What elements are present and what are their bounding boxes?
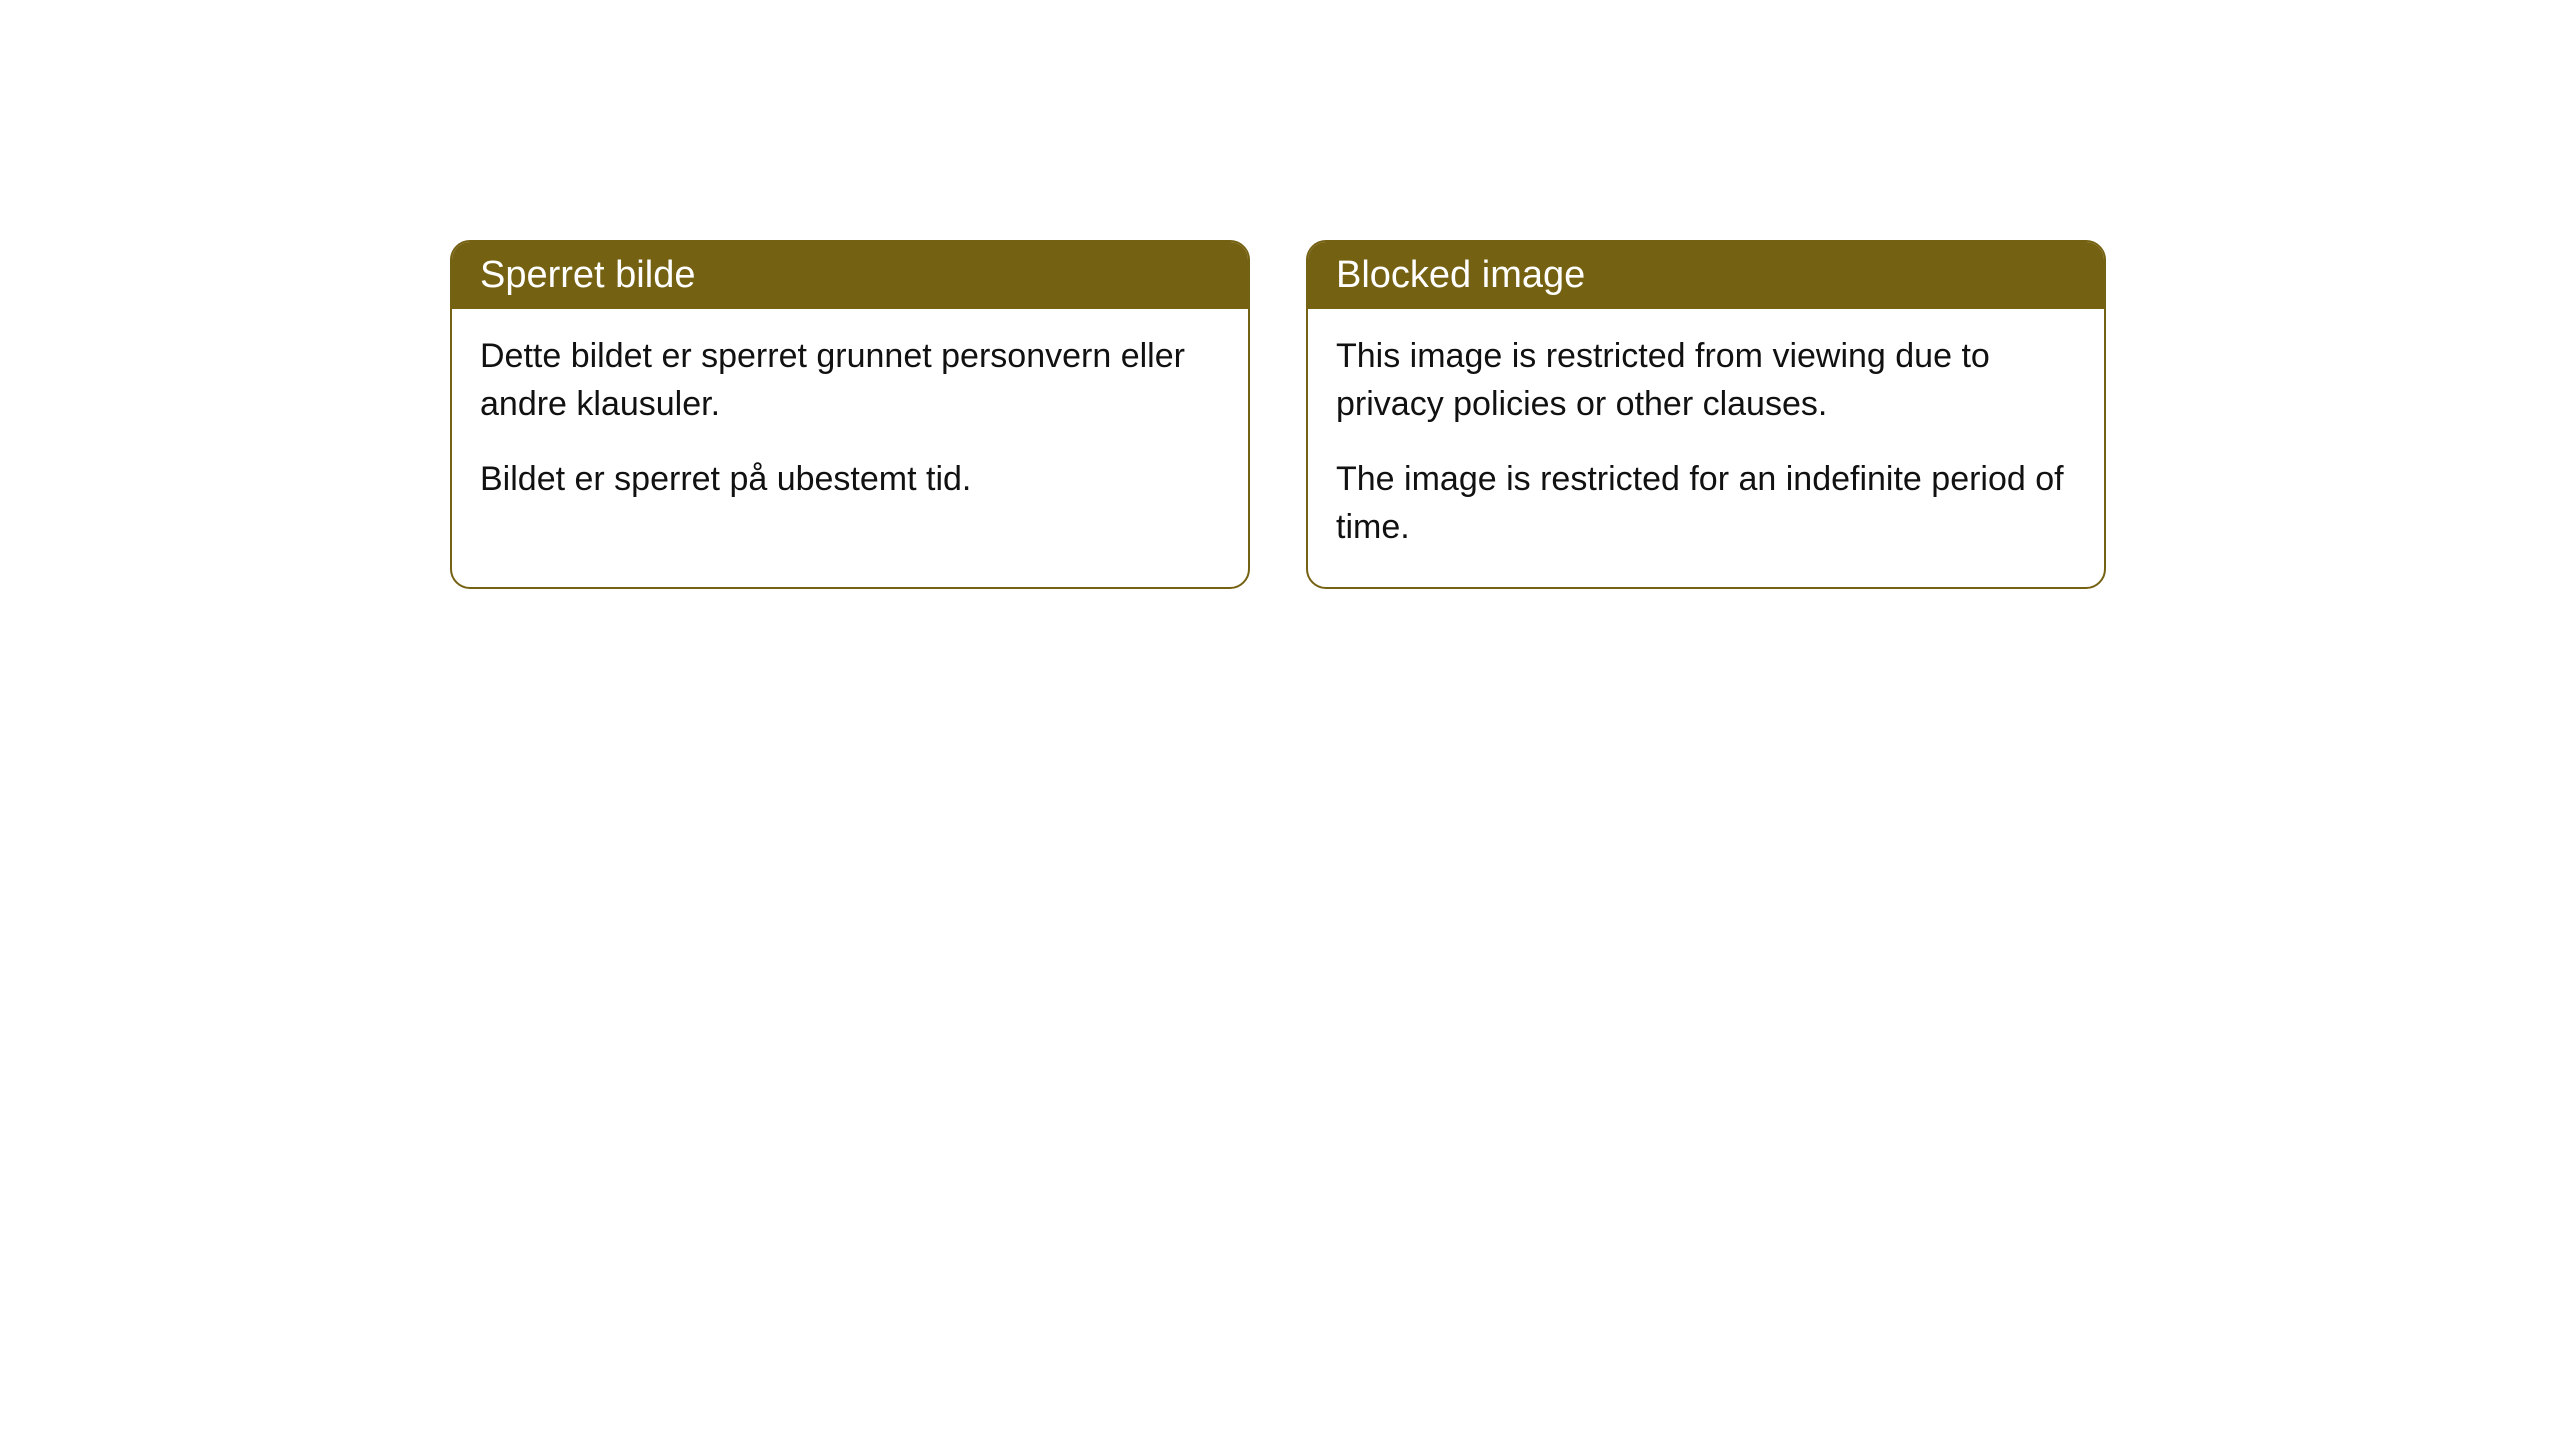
cards-container: Sperret bilde Dette bildet er sperret gr… [450, 240, 2106, 589]
card-title: Blocked image [1336, 254, 1585, 296]
card-body: This image is restricted from viewing du… [1308, 309, 2104, 587]
card-title: Sperret bilde [480, 254, 695, 296]
card-paragraph: Dette bildet er sperret grunnet personve… [480, 333, 1220, 428]
card-body: Dette bildet er sperret grunnet personve… [452, 309, 1248, 540]
card-paragraph: This image is restricted from viewing du… [1336, 333, 2076, 428]
blocked-image-card-english: Blocked image This image is restricted f… [1306, 240, 2106, 589]
card-header: Sperret bilde [452, 242, 1248, 309]
card-paragraph: Bildet er sperret på ubestemt tid. [480, 456, 1220, 504]
card-header: Blocked image [1308, 242, 2104, 309]
card-paragraph: The image is restricted for an indefinit… [1336, 456, 2076, 551]
blocked-image-card-norwegian: Sperret bilde Dette bildet er sperret gr… [450, 240, 1250, 589]
